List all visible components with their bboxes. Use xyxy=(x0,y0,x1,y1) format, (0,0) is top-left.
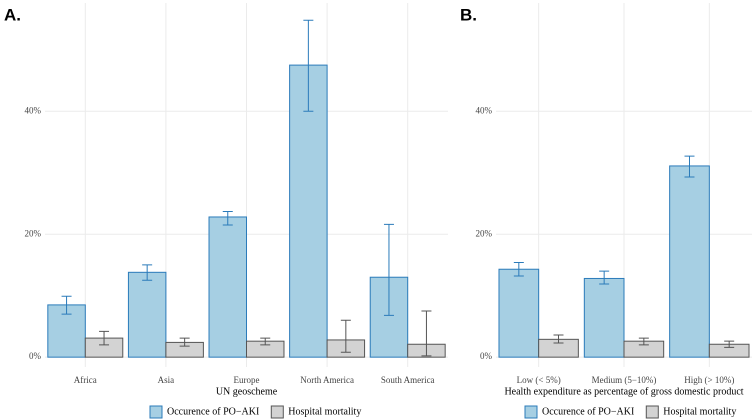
error-bar xyxy=(684,155,695,178)
bar xyxy=(669,165,710,358)
x-axis-title: Health expenditure as percentage of gros… xyxy=(504,386,743,397)
legend-swatch xyxy=(149,405,163,419)
panel-title: A. xyxy=(4,5,21,24)
y-tick-label: 20% xyxy=(25,228,42,238)
error-bar xyxy=(222,210,233,226)
y-tick-label: 0% xyxy=(480,351,493,361)
x-tick-label: North America xyxy=(300,375,354,385)
error-bar xyxy=(179,337,190,347)
error-bar xyxy=(260,337,271,346)
error-bar xyxy=(340,319,351,353)
bar xyxy=(289,64,328,358)
bar xyxy=(208,216,247,358)
error-bar xyxy=(599,270,610,285)
error-bar xyxy=(421,310,432,357)
x-axis-title: UN geoscheme xyxy=(216,386,278,397)
x-tick-label: Medium (5−10%) xyxy=(592,375,657,385)
bar xyxy=(583,277,625,358)
legend-swatch xyxy=(645,405,659,419)
y-tick-label: 20% xyxy=(476,228,493,238)
legend-swatch xyxy=(270,405,284,419)
error-bar xyxy=(61,295,72,315)
x-tick-label: High (> 10%) xyxy=(684,375,734,385)
error-bar xyxy=(383,223,394,316)
y-tick-label: 40% xyxy=(25,105,42,115)
x-tick-label: Africa xyxy=(74,375,97,385)
error-bar xyxy=(553,334,564,344)
x-tick-label: Asia xyxy=(158,375,175,385)
error-bar xyxy=(142,264,153,281)
legend-label: Hospital mortality xyxy=(663,406,736,417)
bar xyxy=(127,271,167,358)
error-bar xyxy=(99,330,110,346)
legend-label: Occurence of PO−AKI xyxy=(167,406,259,417)
x-tick-label: Europe xyxy=(234,375,260,385)
panel-title: B. xyxy=(460,5,477,24)
legend-label: Occurence of PO−AKI xyxy=(542,406,634,417)
x-tick-label: South America xyxy=(381,375,435,385)
error-bar xyxy=(513,261,524,277)
error-bar xyxy=(638,337,649,346)
y-tick-label: 0% xyxy=(29,351,42,361)
bar xyxy=(498,268,540,358)
y-tick-label: 40% xyxy=(476,105,493,115)
x-tick-label: Low (< 5%) xyxy=(517,375,561,385)
error-bar xyxy=(724,340,735,348)
legend-swatch xyxy=(524,405,538,419)
legend-label: Hospital mortality xyxy=(288,406,361,417)
error-bar xyxy=(303,19,314,112)
